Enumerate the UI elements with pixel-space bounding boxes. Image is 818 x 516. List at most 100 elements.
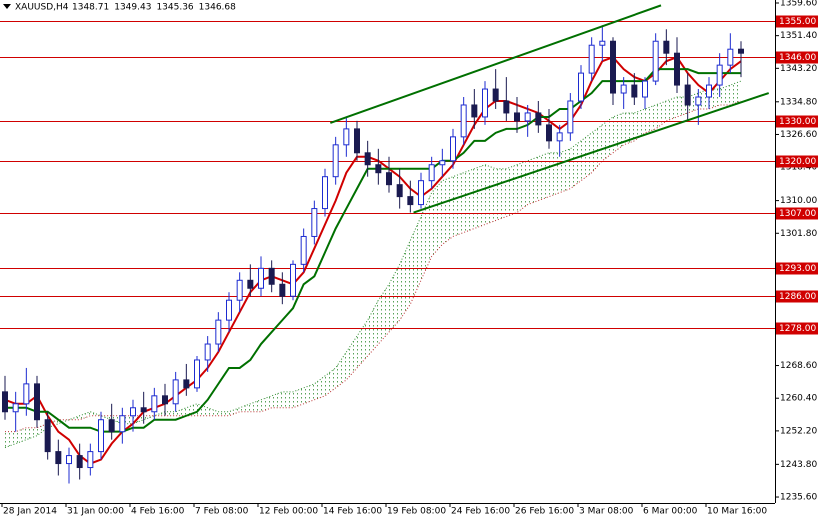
x-tick-label: 26 Feb 16:00 bbox=[515, 507, 574, 516]
candle-body bbox=[695, 96, 702, 106]
x-tick-label: 3 Mar 08:00 bbox=[579, 507, 634, 516]
cloud-fill bbox=[5, 81, 741, 448]
candle-body bbox=[599, 40, 606, 46]
trendline bbox=[413, 92, 770, 214]
quote-value: 1346.68 bbox=[199, 3, 236, 13]
level-label: 1307.00 bbox=[779, 209, 816, 219]
candle-body bbox=[546, 124, 552, 142]
y-tick-label: 1243.80 bbox=[780, 460, 817, 470]
y-tick-label: 1343.20 bbox=[780, 64, 817, 74]
candle-body bbox=[98, 419, 104, 453]
candle-body bbox=[386, 172, 392, 186]
candle-body bbox=[34, 383, 40, 421]
candle-body bbox=[162, 395, 168, 405]
level-tag bbox=[776, 115, 818, 128]
candle-body bbox=[588, 44, 595, 74]
level-label: 1286.00 bbox=[779, 292, 816, 302]
indicator-line bbox=[4, 55, 742, 465]
candle-body bbox=[76, 455, 83, 469]
level-tag bbox=[776, 51, 818, 64]
candle-body bbox=[450, 136, 456, 162]
candle-body bbox=[471, 104, 478, 118]
candle-body bbox=[492, 88, 499, 102]
candle-body bbox=[620, 84, 627, 94]
x-tick-label: 12 Feb 00:00 bbox=[259, 507, 318, 516]
candle-body bbox=[524, 112, 531, 122]
candle-body bbox=[375, 164, 382, 174]
candle-body bbox=[290, 263, 296, 297]
candle-body bbox=[172, 379, 179, 405]
candle-body bbox=[610, 40, 616, 94]
x-tick-label: 7 Feb 08:00 bbox=[195, 507, 249, 516]
candle-body bbox=[343, 128, 350, 146]
indicator-line bbox=[5, 68, 741, 433]
y-tick-label: 1351.40 bbox=[780, 31, 817, 41]
candle-body bbox=[194, 359, 200, 389]
y-tick-label: 1310.00 bbox=[780, 196, 817, 206]
candle-body bbox=[183, 379, 190, 389]
candle-body bbox=[279, 283, 286, 297]
y-tick-label: 1301.80 bbox=[780, 229, 817, 239]
x-tick-label: 14 Feb 16:00 bbox=[323, 507, 382, 516]
candle-body bbox=[236, 279, 243, 301]
candle-body bbox=[428, 164, 435, 182]
plot-area bbox=[0, 4, 775, 484]
candle-body bbox=[652, 40, 659, 82]
candle-body bbox=[44, 419, 51, 453]
candle-body bbox=[482, 88, 488, 118]
candle-body bbox=[396, 184, 403, 198]
x-tick-label: 10 Mar 16:00 bbox=[707, 507, 767, 516]
candle-body bbox=[503, 100, 510, 114]
y-tick-label: 1359.60 bbox=[780, 0, 817, 8]
candle-body bbox=[2, 391, 8, 413]
candle-body bbox=[738, 48, 744, 54]
x-tick-label: 31 Jan 00:00 bbox=[67, 507, 124, 516]
level-tag bbox=[776, 207, 818, 220]
candle-body bbox=[119, 415, 126, 433]
candle-body bbox=[535, 112, 542, 126]
candle-body bbox=[716, 64, 723, 86]
quote-value: 1349.43 bbox=[114, 3, 151, 13]
candle-body bbox=[204, 343, 211, 361]
x-tick-label: 6 Mar 00:00 bbox=[643, 507, 698, 516]
x-tick-label: 24 Feb 16:00 bbox=[451, 507, 510, 516]
level-tag bbox=[776, 290, 818, 303]
y-tick-label: 1252.20 bbox=[780, 426, 817, 436]
candle-body bbox=[151, 395, 158, 413]
level-label: 1346.00 bbox=[779, 53, 816, 63]
candle-body bbox=[268, 267, 275, 285]
candle-body bbox=[706, 84, 712, 98]
x-tick-label: 4 Feb 16:00 bbox=[131, 507, 185, 516]
symbol-title: XAUUSD,H4 bbox=[15, 3, 69, 13]
candle-body bbox=[140, 407, 147, 413]
candle-body bbox=[578, 72, 584, 102]
level-label: 1278.00 bbox=[779, 324, 816, 334]
y-tick-label: 1334.80 bbox=[780, 97, 817, 107]
candle-body bbox=[258, 267, 264, 289]
level-label: 1293.00 bbox=[779, 264, 816, 274]
x-tick-label: 19 Feb 08:00 bbox=[387, 507, 446, 516]
quote-value: 1348.71 bbox=[72, 3, 109, 13]
candle-body bbox=[631, 84, 638, 98]
level-tag bbox=[776, 15, 818, 28]
candle-body bbox=[332, 144, 339, 178]
level-tag bbox=[776, 155, 818, 168]
level-label: 1355.00 bbox=[779, 17, 816, 27]
candle-body bbox=[66, 455, 72, 465]
candle-body bbox=[684, 84, 691, 106]
candle-body bbox=[300, 235, 307, 265]
candle-body bbox=[87, 451, 94, 469]
candle-body bbox=[556, 132, 563, 142]
level-label: 1330.00 bbox=[779, 117, 816, 127]
candle-body bbox=[226, 299, 232, 321]
candle-body bbox=[514, 112, 520, 122]
candle-body bbox=[418, 180, 424, 206]
candle-body bbox=[567, 100, 574, 134]
menu-arrow[interactable] bbox=[3, 4, 11, 9]
candle-body bbox=[407, 196, 414, 206]
level-label: 1320.00 bbox=[779, 157, 816, 167]
candle-body bbox=[460, 104, 467, 138]
level-tag bbox=[776, 262, 818, 275]
candle-body bbox=[642, 80, 648, 98]
